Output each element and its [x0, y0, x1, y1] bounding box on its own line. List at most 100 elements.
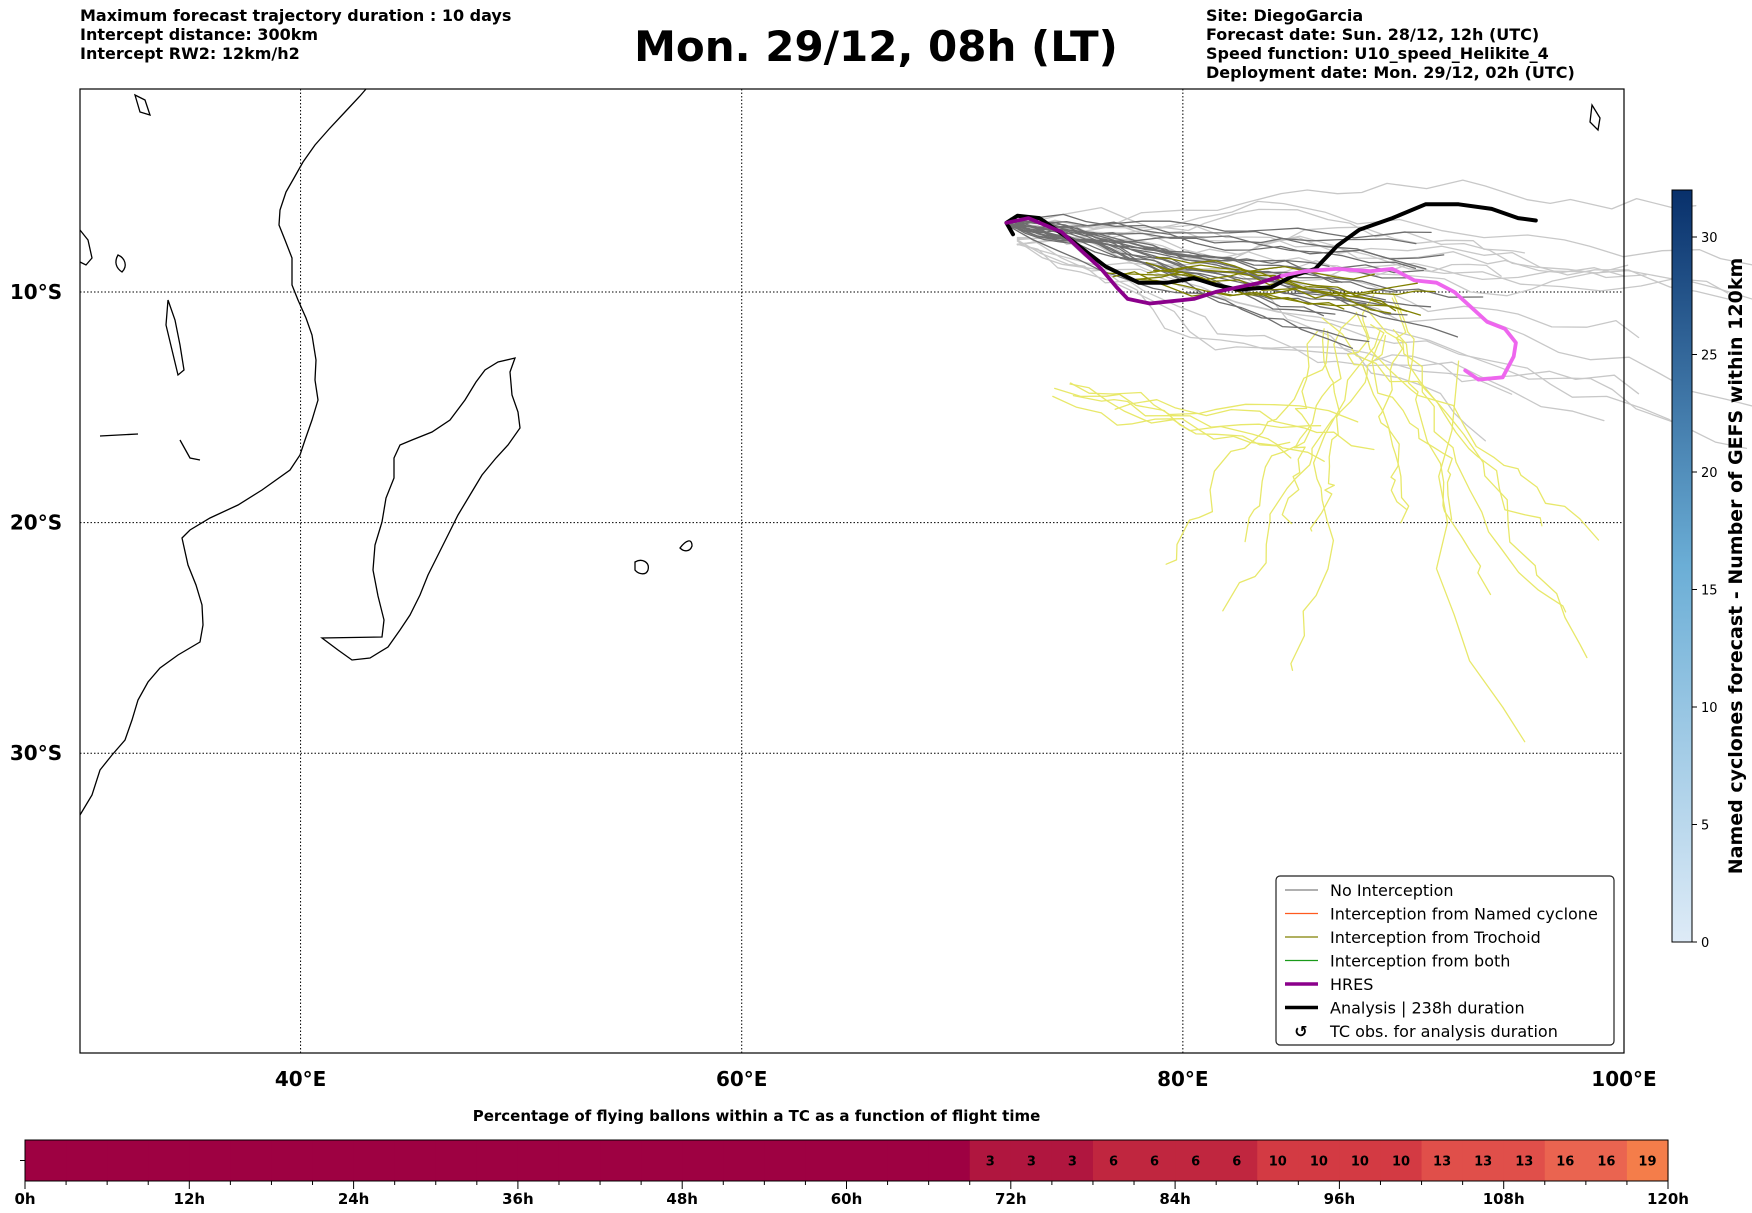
ensemble-trajectory-yellow [1309, 328, 1341, 532]
strip-cell-value: 6 [1232, 1155, 1241, 1170]
strip-cell-value: 6 [1109, 1155, 1118, 1170]
series-line [1280, 267, 1518, 382]
strip-cell [969, 1140, 1012, 1181]
colorbar-gradient [1671, 189, 1693, 943]
strip-tick-label: 48h [666, 1190, 698, 1208]
colorbar-label: Named cyclones forecast - Number of GEFS… [1725, 258, 1747, 875]
ensemble-trajectory-light [1016, 243, 1640, 395]
strip-cell [558, 1140, 601, 1181]
x-axis-ticks: 40°E 60°E 80°E 100°E [275, 1067, 1657, 1091]
island-outline [679, 540, 693, 552]
strip-cell-value: 10 [1351, 1155, 1369, 1170]
ensemble-trajectory-yellow [1114, 399, 1375, 451]
ensemble-trajectory-yellow [1222, 335, 1387, 612]
ensemble-trajectory-yellow [1366, 308, 1567, 613]
ensemble-trajectory-yellow [1321, 317, 1543, 527]
series-line [1004, 216, 1284, 306]
strip-cell [723, 1140, 765, 1181]
strip-cell-value: 3 [1027, 1155, 1036, 1170]
colorbar-tick-label: 5 [1701, 819, 1709, 834]
strip-cell [846, 1140, 889, 1181]
x-tick-label: 100°E [1591, 1067, 1656, 1091]
strip-cell [805, 1140, 848, 1181]
island-outline [133, 93, 152, 116]
legend-label: Analysis | 238h duration [1330, 999, 1525, 1018]
ensemble-trajectory-olive [1103, 265, 1375, 281]
ensemble-trajectory-olive [1129, 278, 1392, 314]
ensemble-trajectory-yellow [1165, 330, 1329, 565]
header-right-line: Site: DiegoGarcia [1206, 6, 1364, 25]
ensemble-trajectory-grey [1010, 220, 1408, 316]
strip-cell [230, 1140, 273, 1181]
ensemble-trajectory-yellow [1244, 314, 1357, 543]
strip-tick-label: 24h [338, 1190, 370, 1208]
legend-label: Interception from Named cyclone [1330, 905, 1598, 924]
strip-cell [189, 1140, 231, 1181]
strip-cell [1298, 1140, 1340, 1181]
strip-cell [1462, 1140, 1505, 1181]
island-outline [79, 229, 93, 266]
ensemble-trajectory-grey [1010, 224, 1330, 268]
strip-cell-value: 16 [1556, 1155, 1574, 1170]
strip-cell [1134, 1140, 1176, 1181]
ensemble-trajectory-yellow [1072, 394, 1322, 429]
strip-cell [107, 1140, 149, 1181]
strip-cell [1051, 1140, 1094, 1181]
header-right-line: Forecast date: Sun. 28/12, 12h (UTC) [1206, 25, 1540, 44]
ensemble-trajectory-light [1016, 217, 1647, 282]
cyclone-colorbar: 0 5 10 15 20 25 30 Named cyclones forecast - Nu… [1671, 189, 1747, 951]
colorbar-tick-label: 20 [1701, 466, 1718, 481]
legend-box [1275, 875, 1615, 1046]
page-title: Mon. 29/12, 08h (LT) [634, 22, 1118, 71]
strip-cell [641, 1140, 683, 1181]
strip-cell [1092, 1140, 1135, 1181]
ensemble-trajectory-grey [1010, 219, 1432, 239]
strip-cell [887, 1140, 930, 1181]
strip-cell-value: 16 [1597, 1155, 1615, 1170]
strip-cell [353, 1140, 396, 1181]
strip-tick-label: 96h [1324, 1190, 1356, 1208]
strip-cell-value: 13 [1433, 1155, 1451, 1170]
legend-label: Interception from both [1330, 952, 1510, 971]
legend: No Interception Interception from Named c… [1275, 875, 1615, 1046]
island-outline [634, 559, 649, 575]
ensemble-trajectory-yellow [1281, 330, 1318, 525]
strip-tick-label: 108h [1483, 1190, 1525, 1208]
strip-tick-label: 72h [995, 1190, 1027, 1208]
percentage-strip: Percentage of flying ballons within a TC… [14, 1107, 1689, 1208]
strip-cell [928, 1140, 971, 1181]
x-tick-label: 80°E [1157, 1067, 1209, 1091]
header-right-info: Site: DiegoGarcia Forecast date: Sun. 28… [1206, 6, 1575, 82]
strip-cell-value: 13 [1515, 1155, 1533, 1170]
strip-cell [1585, 1140, 1628, 1181]
colorbar-tick-label: 30 [1701, 231, 1718, 246]
header-left-line: Intercept RW2: 12km/h2 [80, 44, 300, 63]
ensemble-trajectory-yellow [1435, 360, 1526, 743]
strip-cell [1544, 1140, 1587, 1181]
ensemble-trajectory-yellow [1290, 329, 1381, 671]
ensemble-trajectory-olive [1145, 261, 1397, 312]
legend-symbol: ↺ [1294, 1022, 1307, 1041]
ensemble-trajectory-yellow [1370, 324, 1453, 521]
colorbar-tick-label: 15 [1701, 584, 1718, 599]
map-frame [79, 88, 1625, 1054]
ensemble-trajectory-light [1016, 222, 1752, 300]
island-outline [115, 254, 126, 273]
strip-cell [25, 1140, 67, 1181]
ensemble-trajectory-grey [1010, 219, 1354, 349]
legend-label: TC obs. for analysis duration [1329, 1022, 1558, 1041]
strip-cell [394, 1140, 437, 1181]
island-outline [1589, 103, 1601, 132]
strip-cell-value: 10 [1310, 1155, 1328, 1170]
y-axis-ticks: 10°S 20°S 30°S [10, 280, 62, 765]
strip-cell [1503, 1140, 1546, 1181]
ensemble-trajectory-yellow [1346, 294, 1407, 510]
ensemble-trajectory-yellow [1392, 292, 1492, 596]
strip-cell [148, 1140, 190, 1181]
strip-cell-value: 6 [1150, 1155, 1159, 1170]
strip-tick-label: 60h [831, 1190, 863, 1208]
header-right-line: Speed function: U10_speed_Helikite_4 [1206, 44, 1549, 63]
strip-cell [682, 1140, 724, 1181]
strip-cell [600, 1140, 642, 1181]
island-outline [99, 433, 139, 437]
